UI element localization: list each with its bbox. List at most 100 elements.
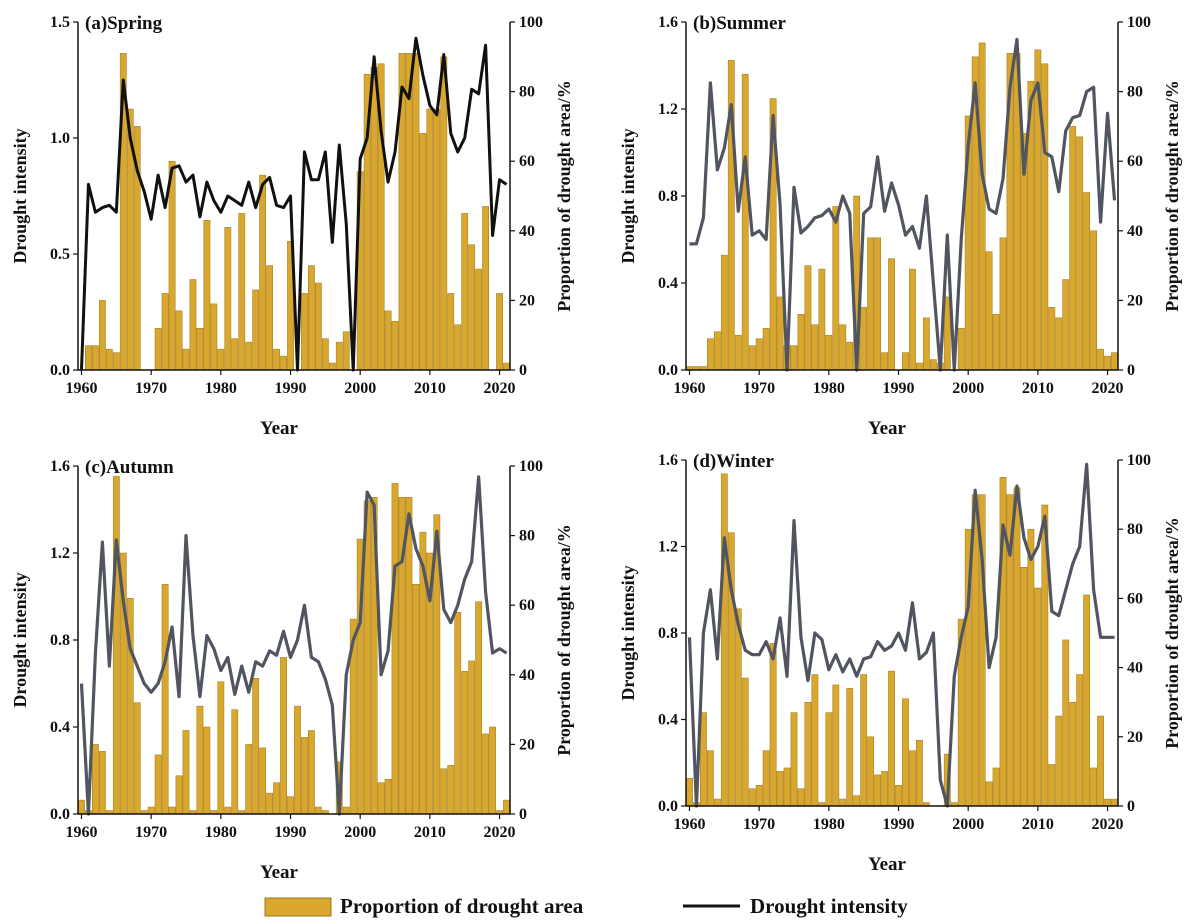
bar-1981	[224, 806, 232, 815]
bar-2014	[454, 324, 462, 371]
bar-1963	[99, 300, 106, 371]
bar-2002	[978, 42, 986, 371]
bar-1988	[881, 771, 888, 807]
y2-axis-label: Proportion of drought area/%	[1162, 80, 1182, 312]
bar-1965	[112, 352, 120, 371]
legend: Proportion of drought area Drought inten…	[264, 894, 908, 918]
bar-1964	[713, 331, 721, 371]
legend-line-label: Drought intensity	[750, 894, 908, 918]
y-tick-label: 0.8	[658, 188, 678, 205]
bar-1999	[957, 327, 965, 371]
bar-1987	[874, 774, 881, 807]
bar-2007	[1013, 487, 1021, 807]
y-tick-label: 0.0	[50, 806, 70, 823]
panel-title: (a)Spring	[85, 13, 163, 34]
x-tick-label: 2000	[952, 816, 984, 833]
bar-1973	[776, 296, 784, 371]
bar-1985	[860, 307, 868, 371]
bar-2002	[370, 66, 378, 371]
bar-1977	[804, 265, 812, 371]
bar-1992	[301, 293, 308, 371]
bar-2008	[1020, 567, 1028, 807]
bar-1963	[707, 750, 714, 807]
bar-2017	[1083, 594, 1091, 807]
bar-2015	[1069, 126, 1077, 371]
bar-1993	[916, 740, 923, 807]
bar-2018	[1090, 230, 1097, 371]
bar-2015	[461, 213, 469, 371]
y2-tick-label: 100	[519, 458, 543, 475]
x-tick-label: 1960	[673, 816, 705, 833]
bar-1970	[755, 338, 763, 371]
bar-1985	[252, 289, 260, 371]
bar-1992	[301, 737, 308, 815]
bar-1981	[832, 206, 840, 371]
y-tick-label: 0.5	[50, 246, 70, 263]
bar-1984	[245, 341, 253, 371]
y2-tick-label: 60	[1127, 590, 1143, 607]
bar-2009	[1027, 528, 1035, 807]
y-tick-label: 1.6	[50, 458, 70, 475]
y2-tick-label: 0	[1127, 362, 1135, 379]
bar-1983	[238, 213, 246, 371]
bar-2007	[405, 497, 413, 815]
bar-1974	[175, 775, 183, 815]
y2-axis-label: Proportion of drought area/%	[554, 524, 574, 756]
y2-tick-label: 100	[1127, 452, 1151, 469]
y2-tick-label: 20	[1127, 729, 1143, 746]
y2-tick-label: 20	[519, 292, 535, 309]
bar-1977	[196, 327, 204, 371]
bar-2019	[1097, 348, 1104, 371]
bar-1979	[210, 303, 218, 371]
bar-1972	[161, 584, 169, 815]
x-tick-label: 2020	[484, 380, 516, 397]
panel-title: (c)Autumn	[85, 457, 174, 478]
x-tick-label: 1980	[205, 380, 237, 397]
bar-1983	[846, 688, 854, 807]
bar-1962	[92, 345, 99, 371]
x-tick-label: 1990	[275, 380, 307, 397]
bar-1976	[189, 279, 197, 371]
x-tick-label: 1980	[205, 824, 237, 841]
bar-1962	[92, 744, 99, 815]
bar-1989	[888, 670, 895, 807]
y-axis-label: Drought intensity	[10, 572, 30, 707]
bar-1981	[224, 227, 232, 371]
y-tick-label: 1.2	[658, 101, 678, 118]
x-tick-label: 2010	[414, 824, 446, 841]
bar-1978	[811, 674, 819, 807]
bar-1972	[161, 293, 169, 371]
bar-1978	[203, 726, 211, 815]
bar-1987	[266, 792, 274, 815]
bar-1993	[308, 265, 315, 371]
bar-1986	[867, 736, 875, 807]
y2-tick-label: 60	[1127, 153, 1143, 170]
bar-2012	[440, 768, 448, 815]
x-tick-label: 2000	[344, 824, 376, 841]
bar-1973	[168, 806, 176, 815]
y2-tick-label: 20	[1127, 292, 1143, 309]
y2-tick-label: 100	[1127, 14, 1151, 31]
y-axis-label: Drought intensity	[618, 565, 638, 700]
bar-2012	[1048, 307, 1056, 371]
bar-1977	[196, 705, 204, 815]
bar-2020	[496, 293, 503, 371]
bar-1968	[741, 677, 749, 807]
bar-2012	[1048, 764, 1056, 807]
bar-1990	[287, 796, 294, 815]
bar-2021	[1111, 798, 1118, 807]
bar-2005	[391, 321, 399, 371]
bar-2016	[468, 244, 476, 371]
bar-1996	[328, 362, 336, 371]
bar-2017	[475, 268, 483, 371]
bar-1976	[797, 788, 805, 807]
bar-1971	[762, 327, 770, 371]
bar-1983	[846, 341, 854, 371]
y2-tick-label: 80	[519, 84, 535, 101]
y-axis-label: Drought intensity	[618, 128, 638, 263]
bar-2019	[489, 726, 496, 815]
chart-panel-4: 0.0 0.4 0.8 1.2 1.6 0 20 40 60 80 100 1960 1970 1980 1…	[618, 451, 1182, 875]
bar-1987	[874, 237, 881, 371]
bar-1990	[895, 784, 902, 807]
